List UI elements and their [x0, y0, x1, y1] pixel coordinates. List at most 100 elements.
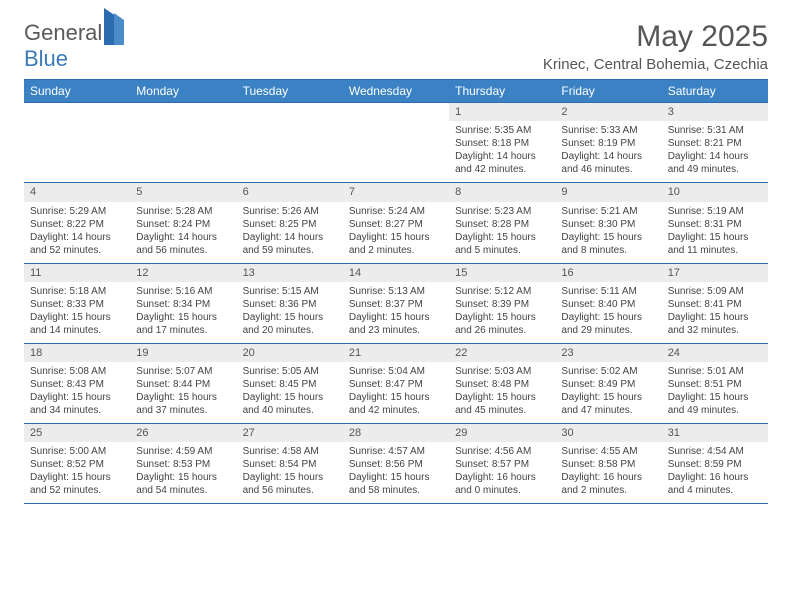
calendar-day-cell: 6Sunrise: 5:26 AMSunset: 8:25 PMDaylight… [237, 183, 343, 263]
daylight-text: Daylight: 15 hours and 20 minutes. [243, 311, 337, 337]
calendar-day-cell: 21Sunrise: 5:04 AMSunset: 8:47 PMDayligh… [343, 343, 449, 423]
sunset-text: Sunset: 8:51 PM [668, 378, 762, 391]
day-number: 24 [662, 344, 768, 362]
logo-general: General [24, 20, 102, 45]
calendar-day-cell: 30Sunrise: 4:55 AMSunset: 8:58 PMDayligh… [555, 424, 661, 504]
calendar-day-cell: 15Sunrise: 5:12 AMSunset: 8:39 PMDayligh… [449, 263, 555, 343]
calendar-day-cell: 19Sunrise: 5:07 AMSunset: 8:44 PMDayligh… [130, 343, 236, 423]
daylight-text: Daylight: 16 hours and 0 minutes. [455, 471, 549, 497]
calendar-week-row: 11Sunrise: 5:18 AMSunset: 8:33 PMDayligh… [24, 263, 768, 343]
day-body: Sunrise: 4:56 AMSunset: 8:57 PMDaylight:… [449, 442, 555, 503]
day-body: Sunrise: 5:23 AMSunset: 8:28 PMDaylight:… [449, 202, 555, 263]
day-number: 28 [343, 424, 449, 442]
day-body: Sunrise: 4:58 AMSunset: 8:54 PMDaylight:… [237, 442, 343, 503]
day-number: 19 [130, 344, 236, 362]
day-body: Sunrise: 5:13 AMSunset: 8:37 PMDaylight:… [343, 282, 449, 343]
day-body: Sunrise: 5:33 AMSunset: 8:19 PMDaylight:… [555, 121, 661, 182]
sunrise-text: Sunrise: 5:28 AM [136, 205, 230, 218]
calendar-day-cell: 3Sunrise: 5:31 AMSunset: 8:21 PMDaylight… [662, 103, 768, 183]
sunset-text: Sunset: 8:22 PM [30, 218, 124, 231]
day-number: 29 [449, 424, 555, 442]
sunset-text: Sunset: 8:53 PM [136, 458, 230, 471]
sunset-text: Sunset: 8:47 PM [349, 378, 443, 391]
sunrise-text: Sunrise: 4:57 AM [349, 445, 443, 458]
calendar-day-cell: 2Sunrise: 5:33 AMSunset: 8:19 PMDaylight… [555, 103, 661, 183]
calendar-day-cell: 1Sunrise: 5:35 AMSunset: 8:18 PMDaylight… [449, 103, 555, 183]
calendar-day-cell: 8Sunrise: 5:23 AMSunset: 8:28 PMDaylight… [449, 183, 555, 263]
sunset-text: Sunset: 8:31 PM [668, 218, 762, 231]
sunset-text: Sunset: 8:21 PM [668, 137, 762, 150]
sunrise-text: Sunrise: 5:15 AM [243, 285, 337, 298]
day-number: 9 [555, 183, 661, 201]
day-number: 15 [449, 264, 555, 282]
day-number: 17 [662, 264, 768, 282]
day-number: 2 [555, 103, 661, 121]
sunrise-text: Sunrise: 4:55 AM [561, 445, 655, 458]
calendar-day-cell: 27Sunrise: 4:58 AMSunset: 8:54 PMDayligh… [237, 424, 343, 504]
calendar-day-cell: 29Sunrise: 4:56 AMSunset: 8:57 PMDayligh… [449, 424, 555, 504]
sunset-text: Sunset: 8:39 PM [455, 298, 549, 311]
day-number: 25 [24, 424, 130, 442]
sunset-text: Sunset: 8:44 PM [136, 378, 230, 391]
sunset-text: Sunset: 8:36 PM [243, 298, 337, 311]
daylight-text: Daylight: 16 hours and 4 minutes. [668, 471, 762, 497]
day-body: Sunrise: 4:59 AMSunset: 8:53 PMDaylight:… [130, 442, 236, 503]
day-body: Sunrise: 5:29 AMSunset: 8:22 PMDaylight:… [24, 202, 130, 263]
daylight-text: Daylight: 15 hours and 56 minutes. [243, 471, 337, 497]
daylight-text: Daylight: 15 hours and 5 minutes. [455, 231, 549, 257]
logo: GeneralBlue [24, 20, 124, 72]
logo-blue: Blue [24, 46, 68, 71]
calendar-body: 1Sunrise: 5:35 AMSunset: 8:18 PMDaylight… [24, 103, 768, 504]
sunrise-text: Sunrise: 4:56 AM [455, 445, 549, 458]
daylight-text: Daylight: 15 hours and 23 minutes. [349, 311, 443, 337]
daylight-text: Daylight: 14 hours and 49 minutes. [668, 150, 762, 176]
day-body: Sunrise: 5:31 AMSunset: 8:21 PMDaylight:… [662, 121, 768, 182]
daylight-text: Daylight: 15 hours and 14 minutes. [30, 311, 124, 337]
sunset-text: Sunset: 8:30 PM [561, 218, 655, 231]
daylight-text: Daylight: 14 hours and 46 minutes. [561, 150, 655, 176]
sunset-text: Sunset: 8:59 PM [668, 458, 762, 471]
sunset-text: Sunset: 8:54 PM [243, 458, 337, 471]
sunrise-text: Sunrise: 5:33 AM [561, 124, 655, 137]
daylight-text: Daylight: 14 hours and 42 minutes. [455, 150, 549, 176]
day-number: 3 [662, 103, 768, 121]
daylight-text: Daylight: 15 hours and 2 minutes. [349, 231, 443, 257]
sunrise-text: Sunrise: 5:16 AM [136, 285, 230, 298]
month-title: May 2025 [543, 20, 768, 54]
logo-triangle2-icon [114, 13, 124, 45]
day-body: Sunrise: 5:01 AMSunset: 8:51 PMDaylight:… [662, 362, 768, 423]
sunset-text: Sunset: 8:24 PM [136, 218, 230, 231]
sunrise-text: Sunrise: 5:29 AM [30, 205, 124, 218]
day-body: Sunrise: 5:08 AMSunset: 8:43 PMDaylight:… [24, 362, 130, 423]
daylight-text: Daylight: 15 hours and 11 minutes. [668, 231, 762, 257]
calendar-week-row: 18Sunrise: 5:08 AMSunset: 8:43 PMDayligh… [24, 343, 768, 423]
daylight-text: Daylight: 15 hours and 58 minutes. [349, 471, 443, 497]
title-block: May 2025 Krinec, Central Bohemia, Czechi… [543, 20, 768, 73]
day-body: Sunrise: 5:19 AMSunset: 8:31 PMDaylight:… [662, 202, 768, 263]
calendar-day-cell: 24Sunrise: 5:01 AMSunset: 8:51 PMDayligh… [662, 343, 768, 423]
sunset-text: Sunset: 8:48 PM [455, 378, 549, 391]
sunrise-text: Sunrise: 5:03 AM [455, 365, 549, 378]
daylight-text: Daylight: 15 hours and 26 minutes. [455, 311, 549, 337]
calendar-day-cell: 10Sunrise: 5:19 AMSunset: 8:31 PMDayligh… [662, 183, 768, 263]
sunset-text: Sunset: 8:58 PM [561, 458, 655, 471]
sunrise-text: Sunrise: 5:07 AM [136, 365, 230, 378]
day-number: 7 [343, 183, 449, 201]
weekday-header: Monday [130, 80, 236, 103]
sunrise-text: Sunrise: 5:26 AM [243, 205, 337, 218]
day-body: Sunrise: 5:26 AMSunset: 8:25 PMDaylight:… [237, 202, 343, 263]
weekday-header: Wednesday [343, 80, 449, 103]
sunrise-text: Sunrise: 4:58 AM [243, 445, 337, 458]
daylight-text: Daylight: 15 hours and 54 minutes. [136, 471, 230, 497]
day-body: Sunrise: 5:05 AMSunset: 8:45 PMDaylight:… [237, 362, 343, 423]
header: GeneralBlue May 2025 Krinec, Central Boh… [24, 20, 768, 73]
day-body: Sunrise: 5:24 AMSunset: 8:27 PMDaylight:… [343, 202, 449, 263]
daylight-text: Daylight: 15 hours and 40 minutes. [243, 391, 337, 417]
sunset-text: Sunset: 8:57 PM [455, 458, 549, 471]
daylight-text: Daylight: 15 hours and 45 minutes. [455, 391, 549, 417]
daylight-text: Daylight: 15 hours and 47 minutes. [561, 391, 655, 417]
daylight-text: Daylight: 14 hours and 52 minutes. [30, 231, 124, 257]
weekday-header: Sunday [24, 80, 130, 103]
day-number: 8 [449, 183, 555, 201]
sunset-text: Sunset: 8:33 PM [30, 298, 124, 311]
